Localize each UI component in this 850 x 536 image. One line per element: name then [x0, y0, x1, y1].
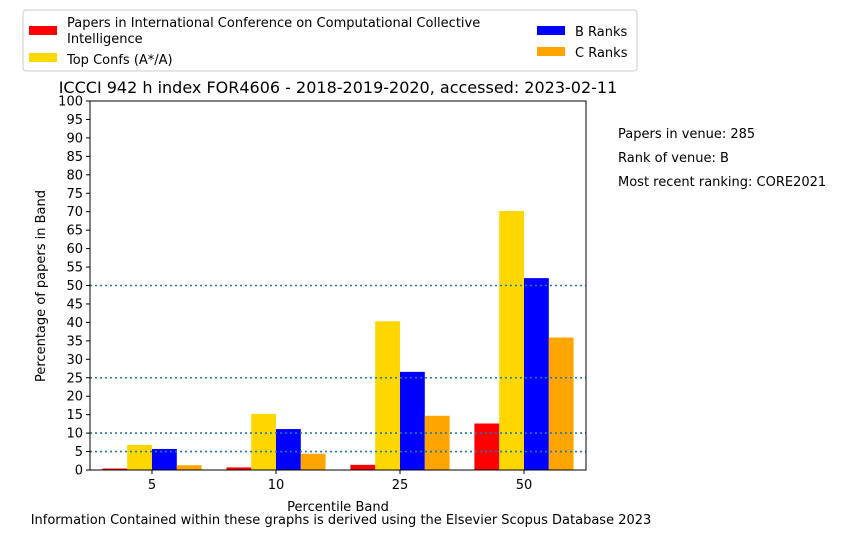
legend-swatch-top — [29, 53, 57, 62]
y-tick-label-75: 75 — [66, 187, 83, 202]
y-tick-label-30: 30 — [66, 353, 83, 368]
legend-label-venue-line1: Papers in International Conference on Co… — [67, 16, 480, 31]
rank-of-venue: Rank of venue: B — [618, 151, 729, 166]
y-tick-label-10: 10 — [66, 427, 83, 442]
bar-b-25 — [400, 371, 425, 470]
legend-swatch-c — [537, 47, 565, 56]
legend-swatch-venue — [29, 26, 57, 35]
bar-c-5 — [176, 465, 202, 470]
bar-b-5 — [152, 448, 177, 470]
y-tick-label-55: 55 — [66, 261, 83, 276]
legend: Papers in International Conference on Co… — [22, 9, 638, 72]
y-tick-label-90: 90 — [66, 131, 83, 146]
legend-label-top: Top Confs (A*/A) — [66, 53, 173, 68]
y-tick-label-100: 100 — [58, 95, 83, 110]
y-tick-label-35: 35 — [66, 334, 83, 349]
bar-c-50 — [548, 337, 574, 470]
legend-frame — [22, 9, 638, 72]
x-tick-label-25: 25 — [392, 478, 409, 493]
y-tick-label-0: 0 — [75, 464, 83, 479]
y-tick-label-80: 80 — [66, 168, 83, 183]
legend-label-venue-line2: Intelligence — [67, 32, 143, 47]
bar-b-10 — [276, 429, 301, 470]
bar-papers-50 — [474, 423, 500, 470]
y-tick-label-95: 95 — [66, 113, 83, 128]
y-tick-label-60: 60 — [66, 242, 83, 257]
y-axis-label: Percentage of papers in Band — [34, 190, 49, 382]
footer-note: Information Contained within these graph… — [31, 513, 652, 528]
papers-in-venue: Papers in venue: 285 — [618, 127, 756, 142]
x-tick-label-5: 5 — [148, 478, 156, 493]
x-tick-label-10: 10 — [268, 478, 285, 493]
y-tick-label-20: 20 — [66, 390, 83, 405]
bar-top-5 — [127, 444, 152, 470]
bar-top-25 — [375, 321, 400, 470]
y-tick-label-65: 65 — [66, 224, 83, 239]
bar-b-50 — [524, 278, 549, 470]
bar-top-10 — [251, 413, 276, 470]
x-axis-label: Percentile Band — [287, 500, 389, 515]
y-tick-label-15: 15 — [66, 408, 83, 423]
y-tick-label-45: 45 — [66, 297, 83, 312]
bar-papers-5 — [102, 468, 128, 470]
plot-area: 0 5 10 15 20 25 30 35 40 45 50 55 60 65 70 75 80 85 90 95 10… — [58, 95, 587, 493]
legend-label-b: B Ranks — [575, 25, 628, 40]
y-tick-label-50: 50 — [66, 279, 83, 294]
y-tick-label-40: 40 — [66, 316, 83, 331]
bar-c-25 — [424, 415, 450, 470]
bar-papers-10 — [226, 467, 252, 470]
legend-label-c: C Ranks — [575, 46, 628, 61]
y-tick-label-85: 85 — [66, 150, 83, 165]
y-tick-label-25: 25 — [66, 371, 83, 386]
chart-title: ICCCI 942 h index FOR4606 - 2018-2019-20… — [59, 78, 618, 97]
y-tick-label-5: 5 — [75, 445, 83, 460]
y-tick-label-70: 70 — [66, 205, 83, 220]
most-recent-ranking: Most recent ranking: CORE2021 — [618, 175, 827, 190]
bar-papers-25 — [350, 464, 376, 470]
bar-top-50 — [499, 210, 524, 470]
x-tick-label-50: 50 — [516, 478, 533, 493]
legend-swatch-b — [537, 26, 565, 35]
bar-c-10 — [300, 453, 326, 470]
